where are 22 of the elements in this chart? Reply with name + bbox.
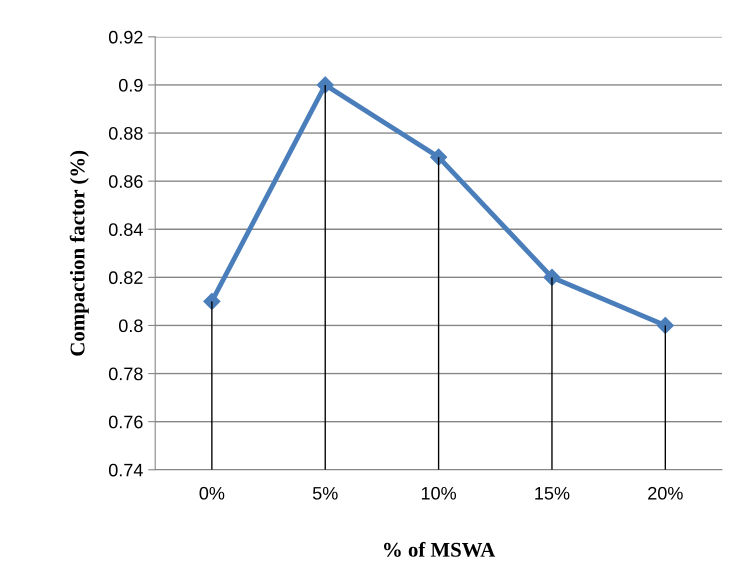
point <box>316 76 334 94</box>
point <box>203 292 220 310</box>
text: 0.8 <box>118 319 143 332</box>
y-axis-title: Compaction factor (%) <box>70 150 89 356</box>
y-tick-label: 0.74 <box>108 464 143 476</box>
x-axis-title: % of MSWA <box>384 542 496 557</box>
x-tick-label: 5% <box>312 486 338 500</box>
x-tick-label: 15% <box>535 486 570 500</box>
y-tick-label: 0.76 <box>108 416 143 428</box>
y-tick-label: 0.84 <box>108 223 143 236</box>
y-tick-label: 0.82 <box>108 271 142 284</box>
y-tick-label: 0.86 <box>108 175 143 188</box>
y-tick-label: 0.88 <box>108 126 143 140</box>
y-tick-label: 0.92 <box>108 30 142 44</box>
x-tick-label: 0% <box>200 486 224 500</box>
x-tick-label: 20% <box>648 486 683 500</box>
point <box>656 316 674 334</box>
y-tick-label: 0.78 <box>108 367 143 380</box>
x-tick-label: 10% <box>422 486 456 500</box>
point <box>430 148 448 166</box>
point <box>543 268 561 286</box>
text: 0.9 <box>118 78 143 92</box>
